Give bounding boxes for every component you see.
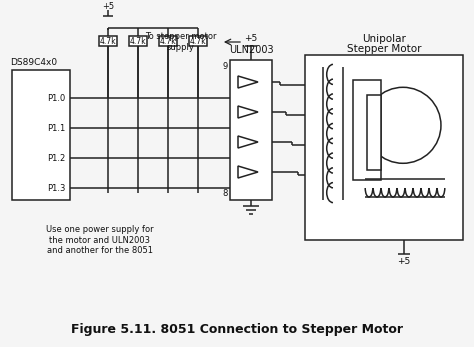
Bar bbox=[353, 80, 381, 180]
Text: +5: +5 bbox=[397, 257, 410, 266]
Bar bbox=[159, 36, 177, 46]
Bar bbox=[305, 55, 463, 240]
Bar bbox=[367, 95, 381, 170]
Text: 4.7k: 4.7k bbox=[190, 36, 206, 45]
Circle shape bbox=[365, 87, 441, 163]
Text: 4.7k: 4.7k bbox=[130, 36, 146, 45]
Text: Unipolar: Unipolar bbox=[362, 34, 406, 44]
Bar bbox=[230, 60, 272, 200]
Text: 9: 9 bbox=[223, 62, 228, 71]
Text: DS89C4x0: DS89C4x0 bbox=[10, 58, 57, 67]
Text: 4.7k: 4.7k bbox=[100, 36, 116, 45]
Text: Stepper Motor: Stepper Motor bbox=[347, 44, 421, 54]
Text: Figure 5.11. 8051 Connection to Stepper Motor: Figure 5.11. 8051 Connection to Stepper … bbox=[71, 323, 403, 337]
Text: P1.2: P1.2 bbox=[47, 153, 65, 162]
Text: P1.3: P1.3 bbox=[47, 184, 65, 193]
Polygon shape bbox=[238, 106, 258, 118]
Text: ULN2003: ULN2003 bbox=[228, 45, 273, 55]
Polygon shape bbox=[238, 76, 258, 88]
Text: P1.1: P1.1 bbox=[47, 124, 65, 133]
Bar bbox=[12, 70, 70, 200]
Text: 4.7k: 4.7k bbox=[160, 36, 176, 45]
Polygon shape bbox=[238, 136, 258, 148]
Polygon shape bbox=[238, 166, 258, 178]
Text: +5: +5 bbox=[102, 1, 114, 10]
Text: To stepper motor
supply: To stepper motor supply bbox=[145, 32, 217, 52]
Bar bbox=[99, 36, 117, 46]
Text: 8: 8 bbox=[223, 189, 228, 198]
Text: P1.0: P1.0 bbox=[47, 93, 65, 102]
Bar bbox=[189, 36, 207, 46]
Text: Use one power supply for
the motor and ULN2003
and another for the 8051: Use one power supply for the motor and U… bbox=[46, 225, 154, 255]
Bar bbox=[129, 36, 147, 46]
Text: +5: +5 bbox=[245, 34, 258, 42]
